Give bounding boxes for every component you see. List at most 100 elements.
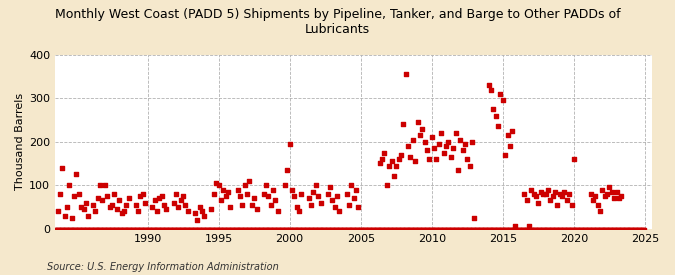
Point [526,187,537,192]
Point [155,226,166,231]
Point [359,226,370,231]
Point [526,226,537,231]
Point [485,226,496,231]
Point [414,226,425,231]
Point [568,226,578,231]
Point [483,226,494,231]
Point [230,226,240,231]
Point [539,226,549,231]
Point [376,226,387,231]
Point [322,226,333,231]
Point [306,202,317,207]
Point [416,226,427,231]
Point [344,202,354,207]
Point [583,226,593,231]
Point [489,226,500,231]
Point [617,226,628,231]
Point [119,226,130,231]
Point [302,226,313,231]
Point [518,226,529,231]
Point [552,226,563,231]
Point [598,226,609,231]
Point [134,226,144,231]
Point [194,226,205,231]
Point [252,226,263,231]
Point [398,122,409,127]
Point [452,168,463,172]
Point [528,226,539,231]
Point [348,226,359,231]
Point [497,226,508,231]
Point [72,226,82,231]
Point [343,226,354,231]
Point [503,226,514,231]
Point [338,226,348,231]
Point [410,226,421,231]
Point [211,226,221,231]
Point [178,226,188,231]
Point [155,226,166,231]
Point [182,209,193,213]
Point [325,226,336,231]
Point [73,226,84,231]
Point [217,226,227,231]
Point [265,202,276,207]
Point [206,226,217,231]
Point [368,226,379,231]
Point [569,226,580,231]
Point [353,205,364,209]
Point [159,226,170,231]
Y-axis label: Thousand Barrels: Thousand Barrels [15,93,25,190]
Point [303,226,314,231]
Point [638,226,649,231]
Point [512,226,522,231]
Point [144,226,155,231]
Point [347,226,358,231]
Point [363,226,374,231]
Point [570,226,581,231]
Point [495,226,506,231]
Point [559,226,570,231]
Point [510,226,521,231]
Point [176,226,187,231]
Point [526,226,537,231]
Point [357,226,368,231]
Point [177,226,188,231]
Point [311,226,322,231]
Point [472,226,483,231]
Point [339,226,350,231]
Point [404,226,414,231]
Point [242,192,252,196]
Point [146,226,157,231]
Point [439,226,450,231]
Point [252,226,263,231]
Point [525,226,536,231]
Point [86,226,97,231]
Point [388,226,399,231]
Point [541,226,551,231]
Point [227,226,238,231]
Point [462,226,473,231]
Point [61,226,72,231]
Point [338,226,349,231]
Point [69,194,80,198]
Point [132,209,143,213]
Point [263,226,274,231]
Point [520,226,531,231]
Point [244,179,255,183]
Point [388,174,399,179]
Point [193,226,204,231]
Point [140,226,151,231]
Point [496,226,507,231]
Point [542,226,553,231]
Point [505,226,516,231]
Point [243,226,254,231]
Point [548,226,559,231]
Point [284,226,295,231]
Point [112,226,123,231]
Point [139,226,150,231]
Point [417,226,428,231]
Point [65,226,76,231]
Point [470,226,481,231]
Point [137,226,148,231]
